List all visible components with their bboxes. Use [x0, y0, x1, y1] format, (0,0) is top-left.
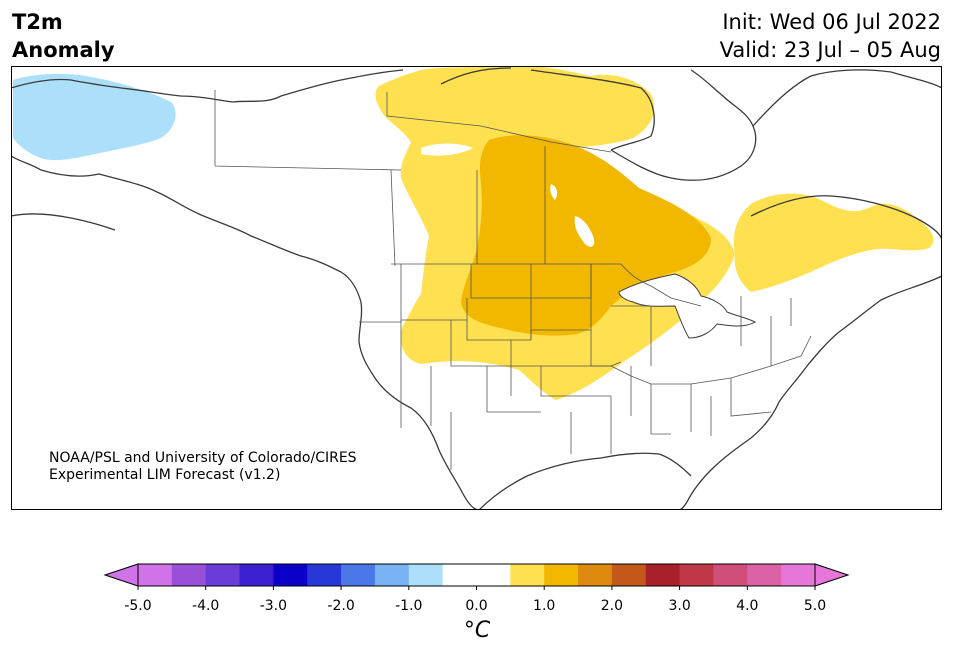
init-date: Init: Wed 06 Jul 2022 [722, 10, 941, 34]
colorbar-tick-label: -5.0 [124, 598, 152, 614]
credit-line-1: NOAA/PSL and University of Colorado/CIRE… [49, 450, 357, 466]
lake-winnipeg [574, 216, 595, 247]
colorbar-box [781, 564, 816, 586]
colorbar-tick-label: 3.0 [668, 598, 691, 614]
colorbar-tick-label: -1.0 [395, 598, 423, 614]
colorbar-box [341, 564, 376, 586]
colorbar-box [611, 564, 647, 586]
colorbar-tick-label: 2.0 [600, 598, 624, 614]
political-boundaries [214, 90, 812, 470]
colorbar-box [476, 564, 511, 586]
great-lakes [618, 273, 757, 339]
colorbar-extend-high [814, 563, 850, 587]
colorbar-box [747, 564, 782, 586]
forecast-dates: Init: Wed 06 Jul 2022 Valid: 23 Jul – 05… [720, 8, 941, 64]
lake-manitoba [550, 184, 558, 200]
colorbar-tick-label: -3.0 [259, 598, 288, 614]
title-line-1: T2m [12, 10, 63, 34]
data-credit: NOAA/PSL and University of Colorado/CIRE… [49, 450, 357, 484]
coastlines [11, 67, 942, 510]
lake-small [421, 143, 473, 156]
colorbar-box [578, 564, 613, 586]
colorbar-box [307, 564, 342, 586]
colorbar-box [374, 564, 410, 586]
colorbar-tick-label: 4.0 [736, 598, 759, 614]
colorbar-box [713, 564, 748, 586]
colorbar-boxes [137, 563, 816, 587]
colorbar-box [408, 564, 444, 586]
colorbar-box [273, 564, 308, 586]
map-title: T2m Anomaly [12, 8, 115, 64]
map-panel [11, 66, 942, 510]
colorbar-tick-label: 5.0 [803, 598, 827, 614]
credit-line-2: Experimental LIM Forecast (v1.2) [49, 467, 281, 483]
colorbar-box [679, 564, 714, 586]
colorbar-box [205, 564, 241, 586]
anomaly-map [11, 66, 942, 510]
colorbar-box [645, 564, 681, 586]
colorbar-box [510, 564, 545, 586]
colorbar [103, 563, 850, 590]
colorbar-tick-label: -2.0 [327, 598, 355, 614]
map-frame-border [11, 66, 942, 510]
colorbar-tick-label: -4.0 [192, 598, 220, 614]
colorbar-box [544, 564, 579, 586]
colorbar-extend-low [103, 563, 139, 587]
colorbar-tick-label: 0.0 [465, 598, 488, 614]
colorbar-box [138, 564, 173, 586]
units-label: °C [463, 618, 491, 643]
colorbar-tick-label: 1.0 [533, 598, 556, 614]
colorbar-ticks [137, 586, 816, 590]
colorbar-box [171, 564, 207, 586]
colorbar-box [442, 564, 477, 586]
valid-range: Valid: 23 Jul – 05 Aug [719, 38, 941, 62]
cool-anomaly-alaska [13, 73, 176, 161]
warm-anomaly-quebec [733, 193, 934, 292]
title-line-2: Anomaly [12, 38, 115, 62]
colorbar-box [239, 564, 274, 586]
